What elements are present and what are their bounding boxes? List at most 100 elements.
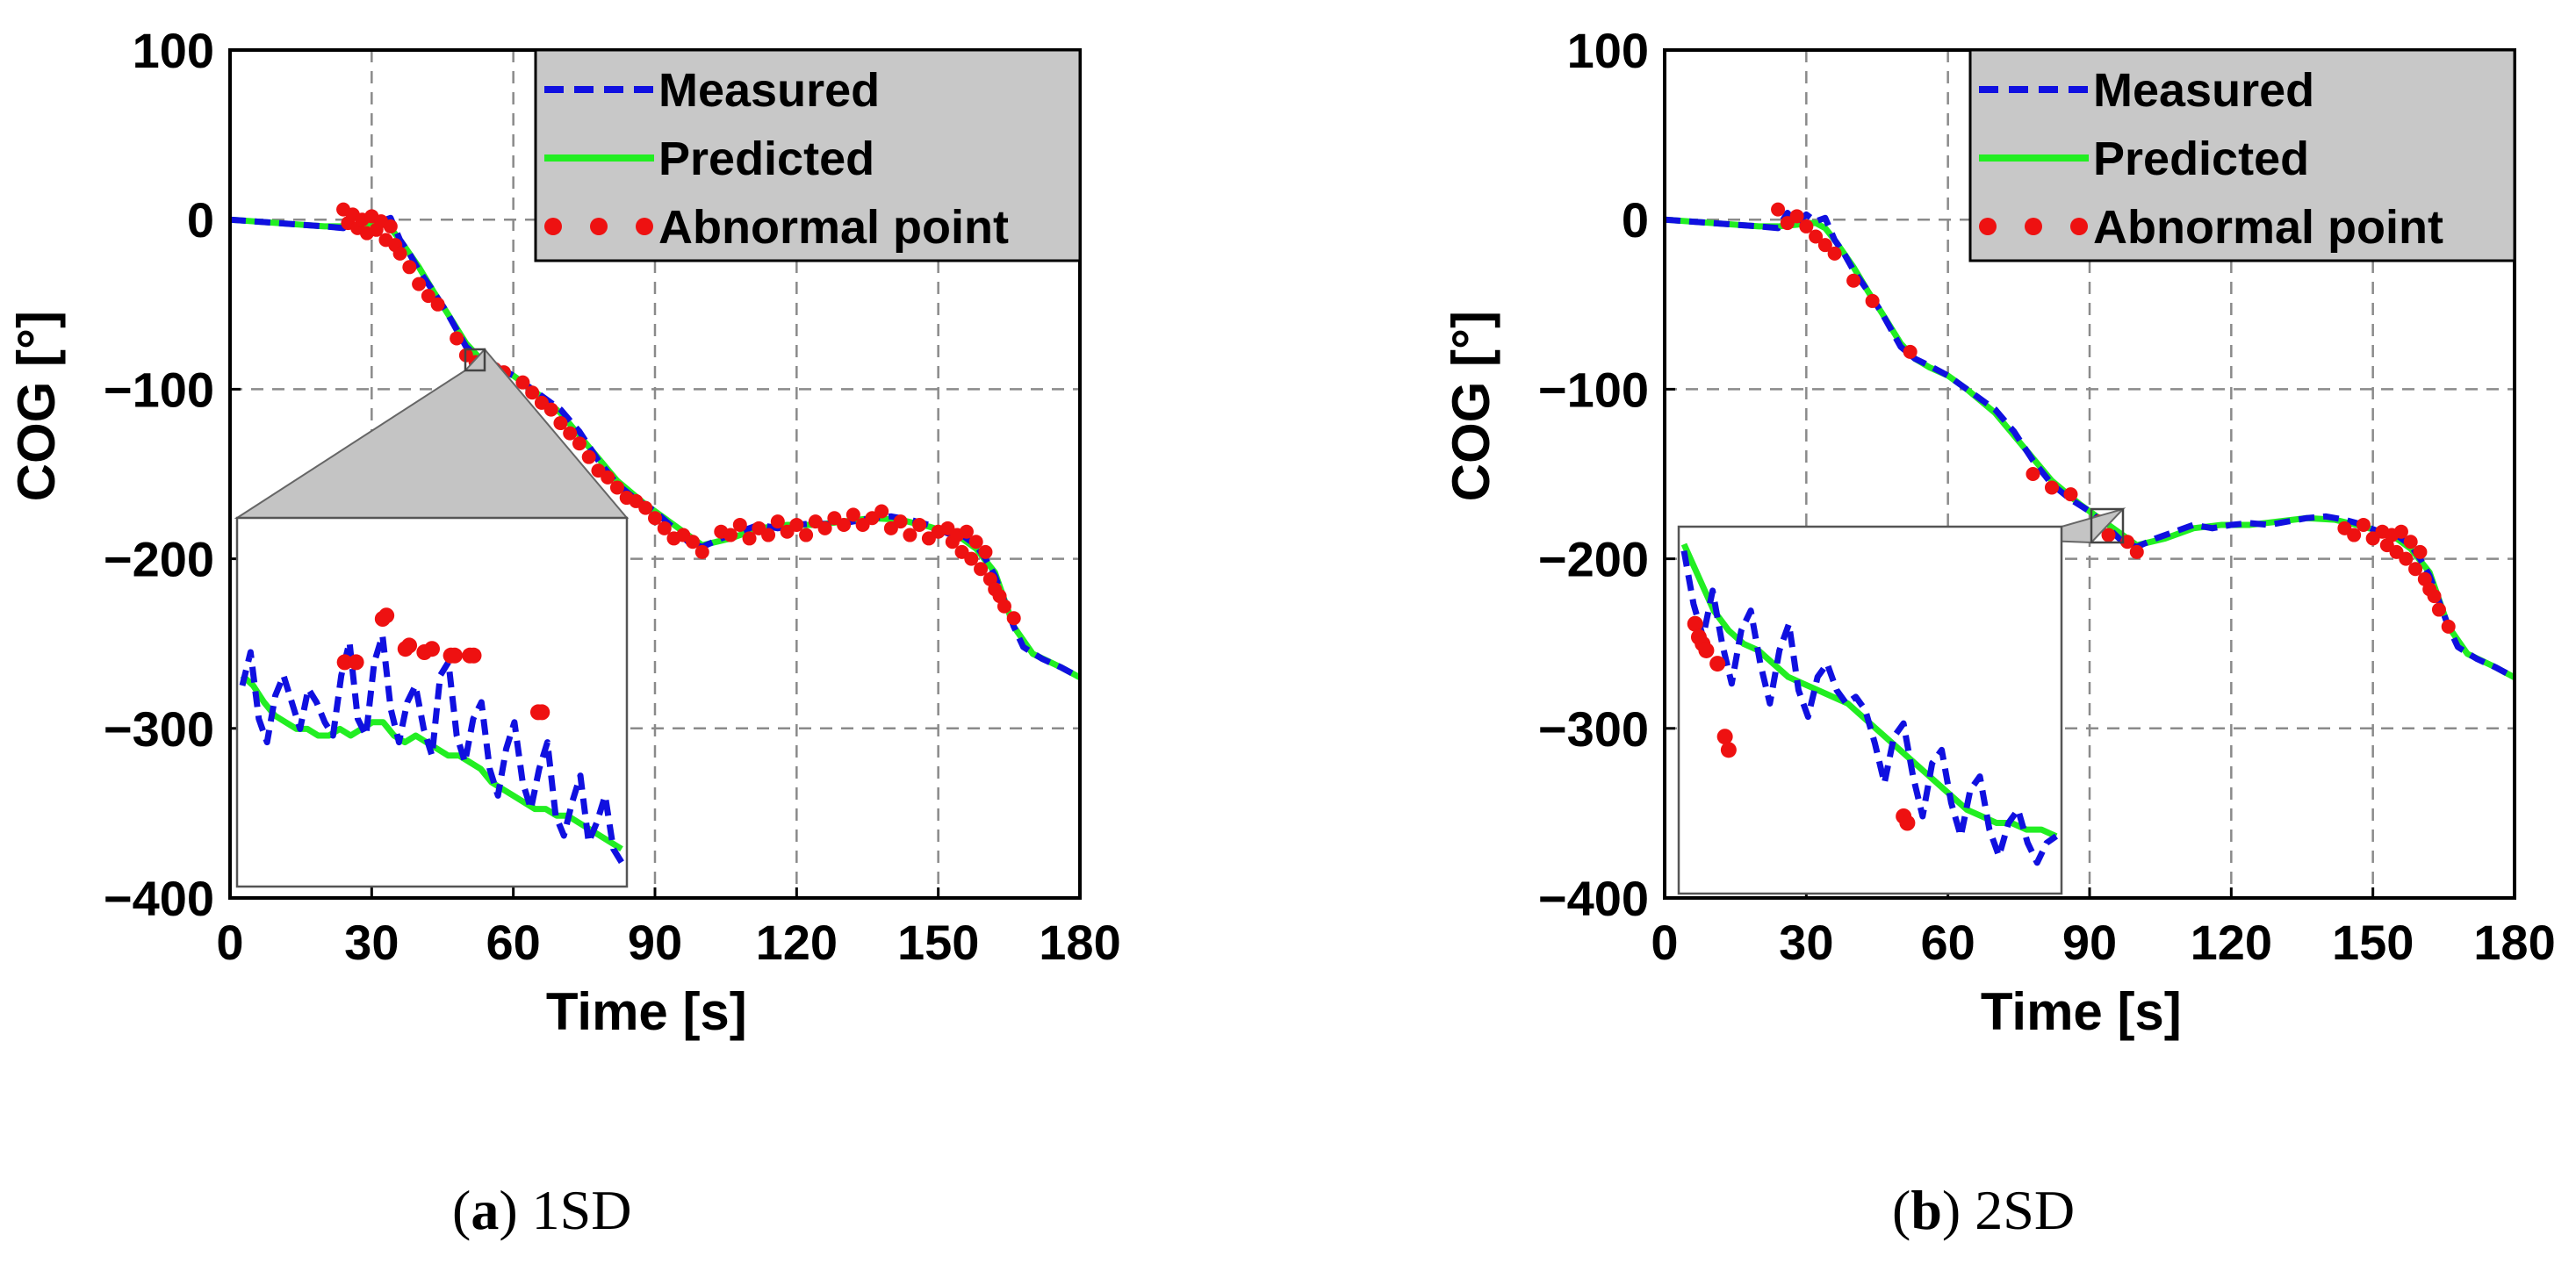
abnormal-point bbox=[515, 375, 530, 390]
abnormal-point bbox=[968, 535, 983, 549]
subfigure-caption: (b) 2SD bbox=[1892, 1179, 2075, 1241]
abnormal-point bbox=[2356, 517, 2371, 532]
abnormal-point bbox=[2408, 562, 2423, 577]
inset-abnormal-point bbox=[348, 654, 364, 671]
inset-frame bbox=[235, 516, 629, 888]
abnormal-point bbox=[2427, 589, 2442, 604]
abnormal-point bbox=[609, 480, 624, 495]
legend-abnormal-swatch bbox=[544, 218, 562, 235]
legend-label: Abnormal point bbox=[2093, 201, 2443, 254]
y-tick-label: −400 bbox=[1538, 871, 1649, 926]
abnormal-point bbox=[761, 528, 776, 542]
inset-abnormal-point bbox=[336, 654, 353, 671]
chart-b: 0 30 60 90 120 150 180 100 0 −100 −200 −300 −400 Time… bbox=[1442, 23, 2556, 1241]
x-tick-label: 30 bbox=[1779, 915, 1833, 970]
abnormal-point bbox=[1771, 202, 1786, 217]
caption-letter: b bbox=[1910, 1179, 1942, 1241]
legend-label: Measured bbox=[658, 64, 880, 117]
abnormal-point bbox=[421, 289, 435, 304]
abnormal-point bbox=[601, 470, 615, 485]
abnormal-point bbox=[2399, 551, 2414, 566]
abnormal-point bbox=[638, 500, 653, 515]
abnormal-point bbox=[686, 535, 701, 549]
y-tick-label: 0 bbox=[1622, 192, 1649, 248]
abnormal-point bbox=[2044, 480, 2059, 495]
legend-abnormal-swatch bbox=[2070, 218, 2088, 235]
y-tick-label: −300 bbox=[104, 701, 214, 757]
abnormal-point bbox=[893, 514, 908, 529]
abnormal-point bbox=[402, 260, 417, 275]
abnormal-point bbox=[2129, 544, 2144, 559]
inset-abnormal-point bbox=[534, 704, 550, 721]
abnormal-point bbox=[581, 449, 596, 464]
legend-label: Predicted bbox=[658, 133, 874, 185]
inset-abnormal-point bbox=[1716, 729, 1733, 745]
abnormal-point bbox=[1846, 273, 1861, 288]
abnormal-point bbox=[1865, 293, 1880, 308]
abnormal-point bbox=[450, 331, 464, 346]
inset-abnormal-point bbox=[424, 641, 440, 657]
abnormal-point bbox=[903, 528, 917, 542]
abnormal-point bbox=[1827, 246, 1842, 261]
abnormal-point bbox=[2026, 467, 2040, 481]
legend-abnormal-swatch bbox=[1979, 218, 1997, 235]
caption-letter: a bbox=[471, 1179, 499, 1241]
y-axis-label: COG [°] bbox=[1442, 311, 1500, 501]
abnormal-point bbox=[383, 219, 398, 233]
y-tick-label: −100 bbox=[104, 362, 214, 417]
abnormal-point bbox=[648, 511, 662, 526]
abnormal-point bbox=[845, 507, 860, 522]
inset-abnormal-point bbox=[1899, 815, 1916, 831]
abnormal-point bbox=[2413, 544, 2428, 559]
abnormal-point bbox=[874, 504, 889, 519]
y-tick-label: −300 bbox=[1538, 701, 1649, 757]
x-tick-label: 0 bbox=[1651, 915, 1678, 970]
abnormal-point bbox=[543, 402, 558, 417]
abnormal-point bbox=[997, 599, 1011, 614]
abnormal-point bbox=[430, 297, 445, 312]
y-tick-label: 100 bbox=[133, 23, 214, 78]
abnormal-point bbox=[978, 544, 993, 559]
abnormal-point bbox=[817, 521, 832, 535]
abnormal-point bbox=[912, 517, 927, 532]
x-tick-label: 30 bbox=[344, 915, 399, 970]
y-axis-label: COG [°] bbox=[7, 311, 66, 501]
abnormal-point bbox=[392, 246, 407, 261]
abnormal-point bbox=[974, 562, 989, 577]
inset-abnormal-point bbox=[446, 647, 463, 664]
caption-close-paren: ) bbox=[1942, 1179, 1975, 1241]
abnormal-point bbox=[1903, 344, 1918, 359]
abnormal-point bbox=[2393, 524, 2408, 539]
y-tick-label: −400 bbox=[104, 871, 214, 926]
legend-label: Abnormal point bbox=[658, 201, 1009, 254]
abnormal-point bbox=[2101, 528, 2116, 542]
abnormal-point bbox=[572, 436, 586, 451]
abnormal-point bbox=[412, 276, 427, 291]
abnormal-point bbox=[723, 528, 738, 542]
abnormal-point bbox=[1006, 611, 1021, 626]
legend-abnormal-swatch bbox=[2025, 218, 2042, 235]
y-tick-label: −200 bbox=[1538, 532, 1649, 587]
abnormal-point bbox=[1817, 238, 1832, 253]
abnormal-point bbox=[2063, 487, 2078, 502]
x-axis-label: Time [s] bbox=[546, 982, 747, 1041]
abnormal-point bbox=[1789, 209, 1804, 224]
x-tick-label: 150 bbox=[897, 915, 979, 970]
x-tick-label: 0 bbox=[216, 915, 243, 970]
abnormal-point bbox=[2347, 528, 2362, 542]
abnormal-point bbox=[732, 517, 747, 532]
chart-a: 0 30 60 90 120 150 180 100 0 −100 −200 −300 −400 Time… bbox=[7, 23, 1121, 1241]
legend-abnormal-swatch bbox=[636, 218, 653, 235]
inset-abnormal-point bbox=[465, 647, 482, 664]
x-tick-label: 120 bbox=[2191, 915, 2272, 970]
inset-abnormal-point bbox=[401, 637, 418, 654]
x-tick-label: 150 bbox=[2332, 915, 2414, 970]
abnormal-point bbox=[799, 528, 814, 542]
legend: Measured Predicted Abnormal point bbox=[534, 48, 1082, 262]
abnormal-point bbox=[694, 544, 709, 559]
legend-label: Measured bbox=[2093, 64, 2314, 117]
abnormal-point bbox=[525, 385, 540, 400]
x-tick-label: 120 bbox=[756, 915, 838, 970]
abnormal-point bbox=[2441, 619, 2456, 634]
